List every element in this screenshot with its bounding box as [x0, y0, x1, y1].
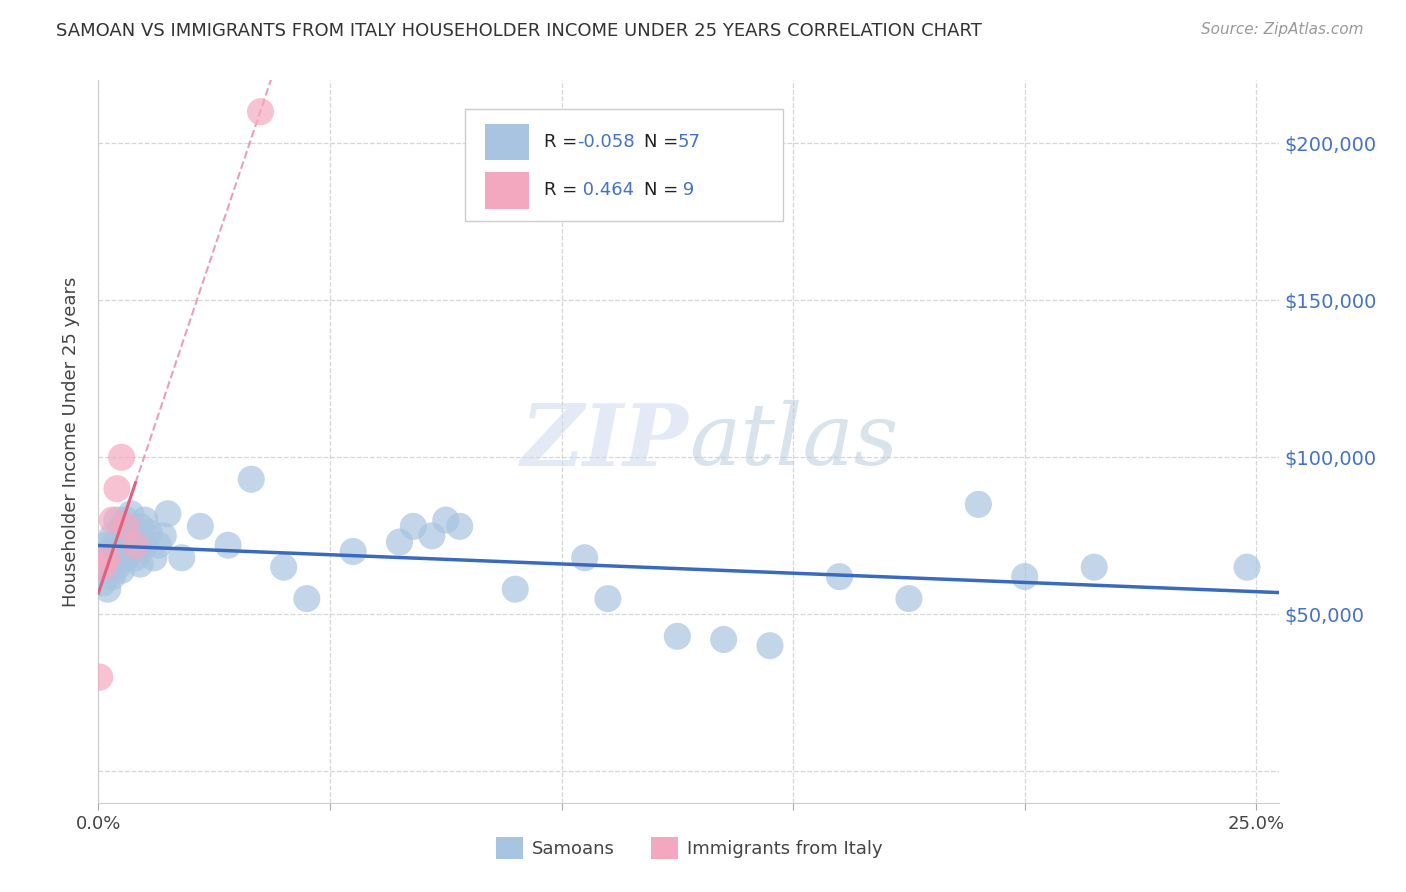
Point: [110, 544, 132, 558]
Text: atlas: atlas: [689, 401, 898, 483]
Point: [91, 575, 114, 590]
FancyBboxPatch shape: [464, 109, 783, 221]
Point: [97, 544, 120, 558]
Text: R =: R =: [544, 181, 582, 199]
FancyBboxPatch shape: [485, 172, 530, 209]
Legend: Samoans, Immigrants from Italy: Samoans, Immigrants from Italy: [488, 830, 890, 866]
Point: [97, 582, 120, 597]
Point: [420, 529, 443, 543]
Text: SAMOAN VS IMMIGRANTS FROM ITALY HOUSEHOLDER INCOME UNDER 25 YEARS CORRELATION CH: SAMOAN VS IMMIGRANTS FROM ITALY HOUSEHOL…: [56, 22, 983, 40]
Point: [124, 550, 146, 565]
FancyBboxPatch shape: [485, 124, 530, 161]
Point: [503, 582, 526, 597]
Point: [101, 513, 124, 527]
Point: [97, 550, 120, 565]
Point: [249, 104, 271, 119]
Point: [91, 560, 114, 574]
Point: [188, 519, 211, 533]
Point: [759, 639, 782, 653]
Point: [94, 538, 117, 552]
Point: [828, 569, 851, 583]
Point: [115, 550, 138, 565]
Point: [574, 550, 596, 565]
Point: [129, 557, 152, 571]
Point: [134, 513, 156, 527]
Text: N =: N =: [644, 133, 685, 151]
Point: [342, 544, 364, 558]
Point: [666, 629, 689, 643]
Point: [273, 560, 295, 574]
Point: [138, 525, 160, 540]
Point: [120, 525, 142, 540]
Point: [143, 550, 166, 565]
Text: ZIP: ZIP: [522, 400, 689, 483]
Point: [388, 535, 411, 549]
Point: [105, 482, 128, 496]
Point: [105, 513, 128, 527]
Point: [152, 529, 174, 543]
Point: [170, 550, 193, 565]
Point: [120, 544, 142, 558]
Point: [156, 507, 179, 521]
Point: [449, 519, 471, 533]
Text: 0.464: 0.464: [576, 181, 634, 199]
Point: [101, 569, 124, 583]
Point: [105, 535, 128, 549]
Point: [90, 560, 112, 574]
Text: N =: N =: [644, 181, 685, 199]
Point: [1236, 560, 1258, 574]
Point: [120, 507, 142, 521]
Point: [124, 538, 146, 552]
Text: 57: 57: [678, 133, 700, 151]
Point: [129, 519, 152, 533]
Point: [101, 550, 124, 565]
Point: [105, 560, 128, 574]
Point: [110, 519, 132, 533]
Point: [240, 472, 263, 486]
Text: Source: ZipAtlas.com: Source: ZipAtlas.com: [1201, 22, 1364, 37]
Point: [91, 550, 114, 565]
Point: [134, 538, 156, 552]
Point: [110, 450, 132, 465]
Text: -0.058: -0.058: [576, 133, 634, 151]
Point: [596, 591, 619, 606]
Point: [295, 591, 318, 606]
Point: [115, 529, 138, 543]
Point: [115, 513, 138, 527]
Point: [110, 563, 132, 577]
Point: [217, 538, 239, 552]
Point: [101, 529, 124, 543]
Point: [1014, 569, 1036, 583]
Y-axis label: Householder Income Under 25 years: Householder Income Under 25 years: [62, 277, 80, 607]
Point: [402, 519, 425, 533]
Point: [89, 670, 111, 684]
Text: 9: 9: [678, 181, 695, 199]
Point: [97, 560, 120, 574]
Point: [148, 538, 170, 552]
Point: [967, 497, 990, 511]
Point: [115, 519, 138, 533]
Point: [713, 632, 735, 647]
Point: [897, 591, 920, 606]
Text: R =: R =: [544, 133, 582, 151]
Point: [434, 513, 457, 527]
Point: [124, 532, 146, 546]
Point: [1083, 560, 1105, 574]
